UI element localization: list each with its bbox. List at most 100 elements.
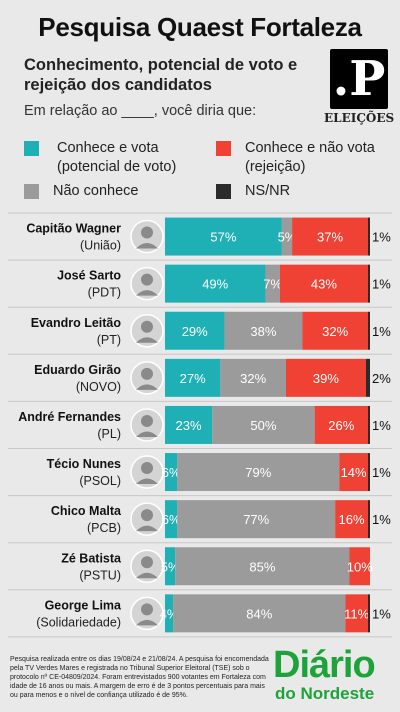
bar-segment: [367, 500, 370, 539]
candidate-party: (PDT): [88, 286, 121, 300]
value-label: 1%: [372, 277, 391, 292]
value-label: 5%: [278, 230, 297, 245]
value-label: 39%: [313, 371, 339, 386]
candidate-name: José Sarto: [57, 269, 121, 283]
photo-head-icon: [141, 603, 153, 616]
photo-shoulders-icon: [136, 431, 158, 437]
value-label: 27%: [180, 371, 206, 386]
bar-segment: [165, 358, 221, 397]
candidate-party: (NOVO): [76, 380, 121, 394]
value-label: 84%: [246, 606, 272, 621]
bar-segment: [177, 500, 336, 539]
value-label: 1%: [372, 465, 391, 480]
bar-segment: [339, 453, 368, 492]
photo-head-icon: [141, 462, 153, 475]
bar-segment: [279, 264, 368, 303]
photo-head-icon: [141, 273, 153, 286]
candidate-party: (PT): [97, 333, 121, 347]
bar-segment: [173, 594, 346, 633]
value-label: 29%: [182, 324, 208, 339]
legend-swatch-nsnr: [216, 184, 231, 199]
bar-segment: [177, 453, 340, 492]
bar-segment: [367, 311, 370, 350]
bar-segment: [165, 405, 213, 444]
value-label: 14%: [341, 465, 367, 480]
value-label: 5%: [161, 559, 180, 574]
photo-shoulders-icon: [136, 384, 158, 390]
bar-segment: [367, 405, 370, 444]
value-label: 32%: [322, 324, 348, 339]
bar-segment: [224, 311, 303, 350]
value-label: 16%: [339, 512, 365, 527]
bar-segment: [285, 358, 366, 397]
bar-segment: [292, 217, 368, 256]
photo-head-icon: [141, 556, 153, 569]
legend-label-nsnr: NS/NR: [245, 183, 291, 199]
bar-segment: [165, 311, 225, 350]
bar-segment: [314, 405, 368, 444]
opovo-logo: .P: [330, 49, 388, 109]
value-label: 79%: [245, 465, 271, 480]
candidate-name: André Fernandes: [18, 410, 121, 424]
legend-label-rejection: Conhece e não vota: [245, 140, 375, 156]
candidate-name: Zé Batista: [61, 551, 122, 565]
bar-segment: [335, 500, 368, 539]
photo-shoulders-icon: [136, 619, 158, 626]
bar-segment: [345, 594, 368, 633]
bar-segment: [367, 453, 370, 492]
value-label: 26%: [328, 418, 354, 433]
bar-segment: [212, 405, 315, 444]
photo-shoulders-icon: [136, 525, 158, 532]
value-label: 43%: [311, 277, 337, 292]
candidate-name: George Lima: [45, 598, 122, 612]
value-label: 85%: [249, 559, 275, 574]
value-label: 38%: [250, 324, 276, 339]
brand-logo-diario: Diário: [273, 644, 376, 686]
value-label: 7%: [263, 277, 282, 292]
value-label: 1%: [372, 606, 391, 621]
photo-shoulders-icon: [136, 337, 158, 343]
bar-segment: [220, 358, 286, 397]
bar-segment: [367, 594, 370, 633]
brand-logo-nordeste: do Nordeste: [275, 684, 375, 703]
photo-shoulders-icon: [136, 572, 158, 579]
photo-head-icon: [141, 367, 153, 380]
candidate-party: (PCB): [87, 521, 121, 535]
bar-segment: [302, 311, 368, 350]
bar-segment: [165, 217, 282, 256]
page-subtitle: Conhecimento, potencial de voto e rejeiç…: [24, 56, 298, 94]
legend-label-vote: Conhece e vota: [57, 140, 159, 156]
candidate-name: Capitão Wagner: [26, 222, 121, 236]
value-label: 50%: [250, 418, 276, 433]
bar-segment: [365, 358, 370, 397]
legend-swatch-vote: [24, 141, 39, 156]
candidate-party: (PSTU): [79, 568, 121, 582]
logo-caption: ELEIÇÕES: [324, 111, 395, 125]
value-label: 57%: [210, 230, 236, 245]
photo-head-icon: [141, 509, 153, 522]
candidate-party: (PL): [97, 427, 121, 441]
value-label: 32%: [240, 371, 266, 386]
value-label: 23%: [176, 418, 202, 433]
legend-label-unknown: Não conhece: [53, 183, 139, 199]
legend-swatch-rejection: [216, 141, 231, 156]
value-label: 10%: [347, 559, 373, 574]
value-label: 1%: [372, 324, 391, 339]
candidate-name: Eduardo Girão: [34, 363, 121, 377]
bar-segment: [165, 453, 178, 492]
value-label: 2%: [372, 371, 391, 386]
photo-shoulders-icon: [136, 243, 158, 249]
bar-segment: [265, 264, 280, 303]
value-label: 1%: [372, 230, 391, 245]
legend-swatch-unknown: [24, 184, 39, 199]
bar-segment: [367, 264, 370, 303]
candidate-name: Chico Malta: [51, 504, 122, 518]
page-title: Pesquisa Quaest Fortaleza: [38, 12, 362, 42]
photo-head-icon: [141, 320, 153, 333]
bar-segment: [175, 547, 350, 586]
bar-segment: [165, 264, 266, 303]
photo-head-icon: [141, 414, 153, 427]
value-label: 6%: [162, 512, 181, 527]
candidate-party: (PSOL): [79, 474, 121, 488]
